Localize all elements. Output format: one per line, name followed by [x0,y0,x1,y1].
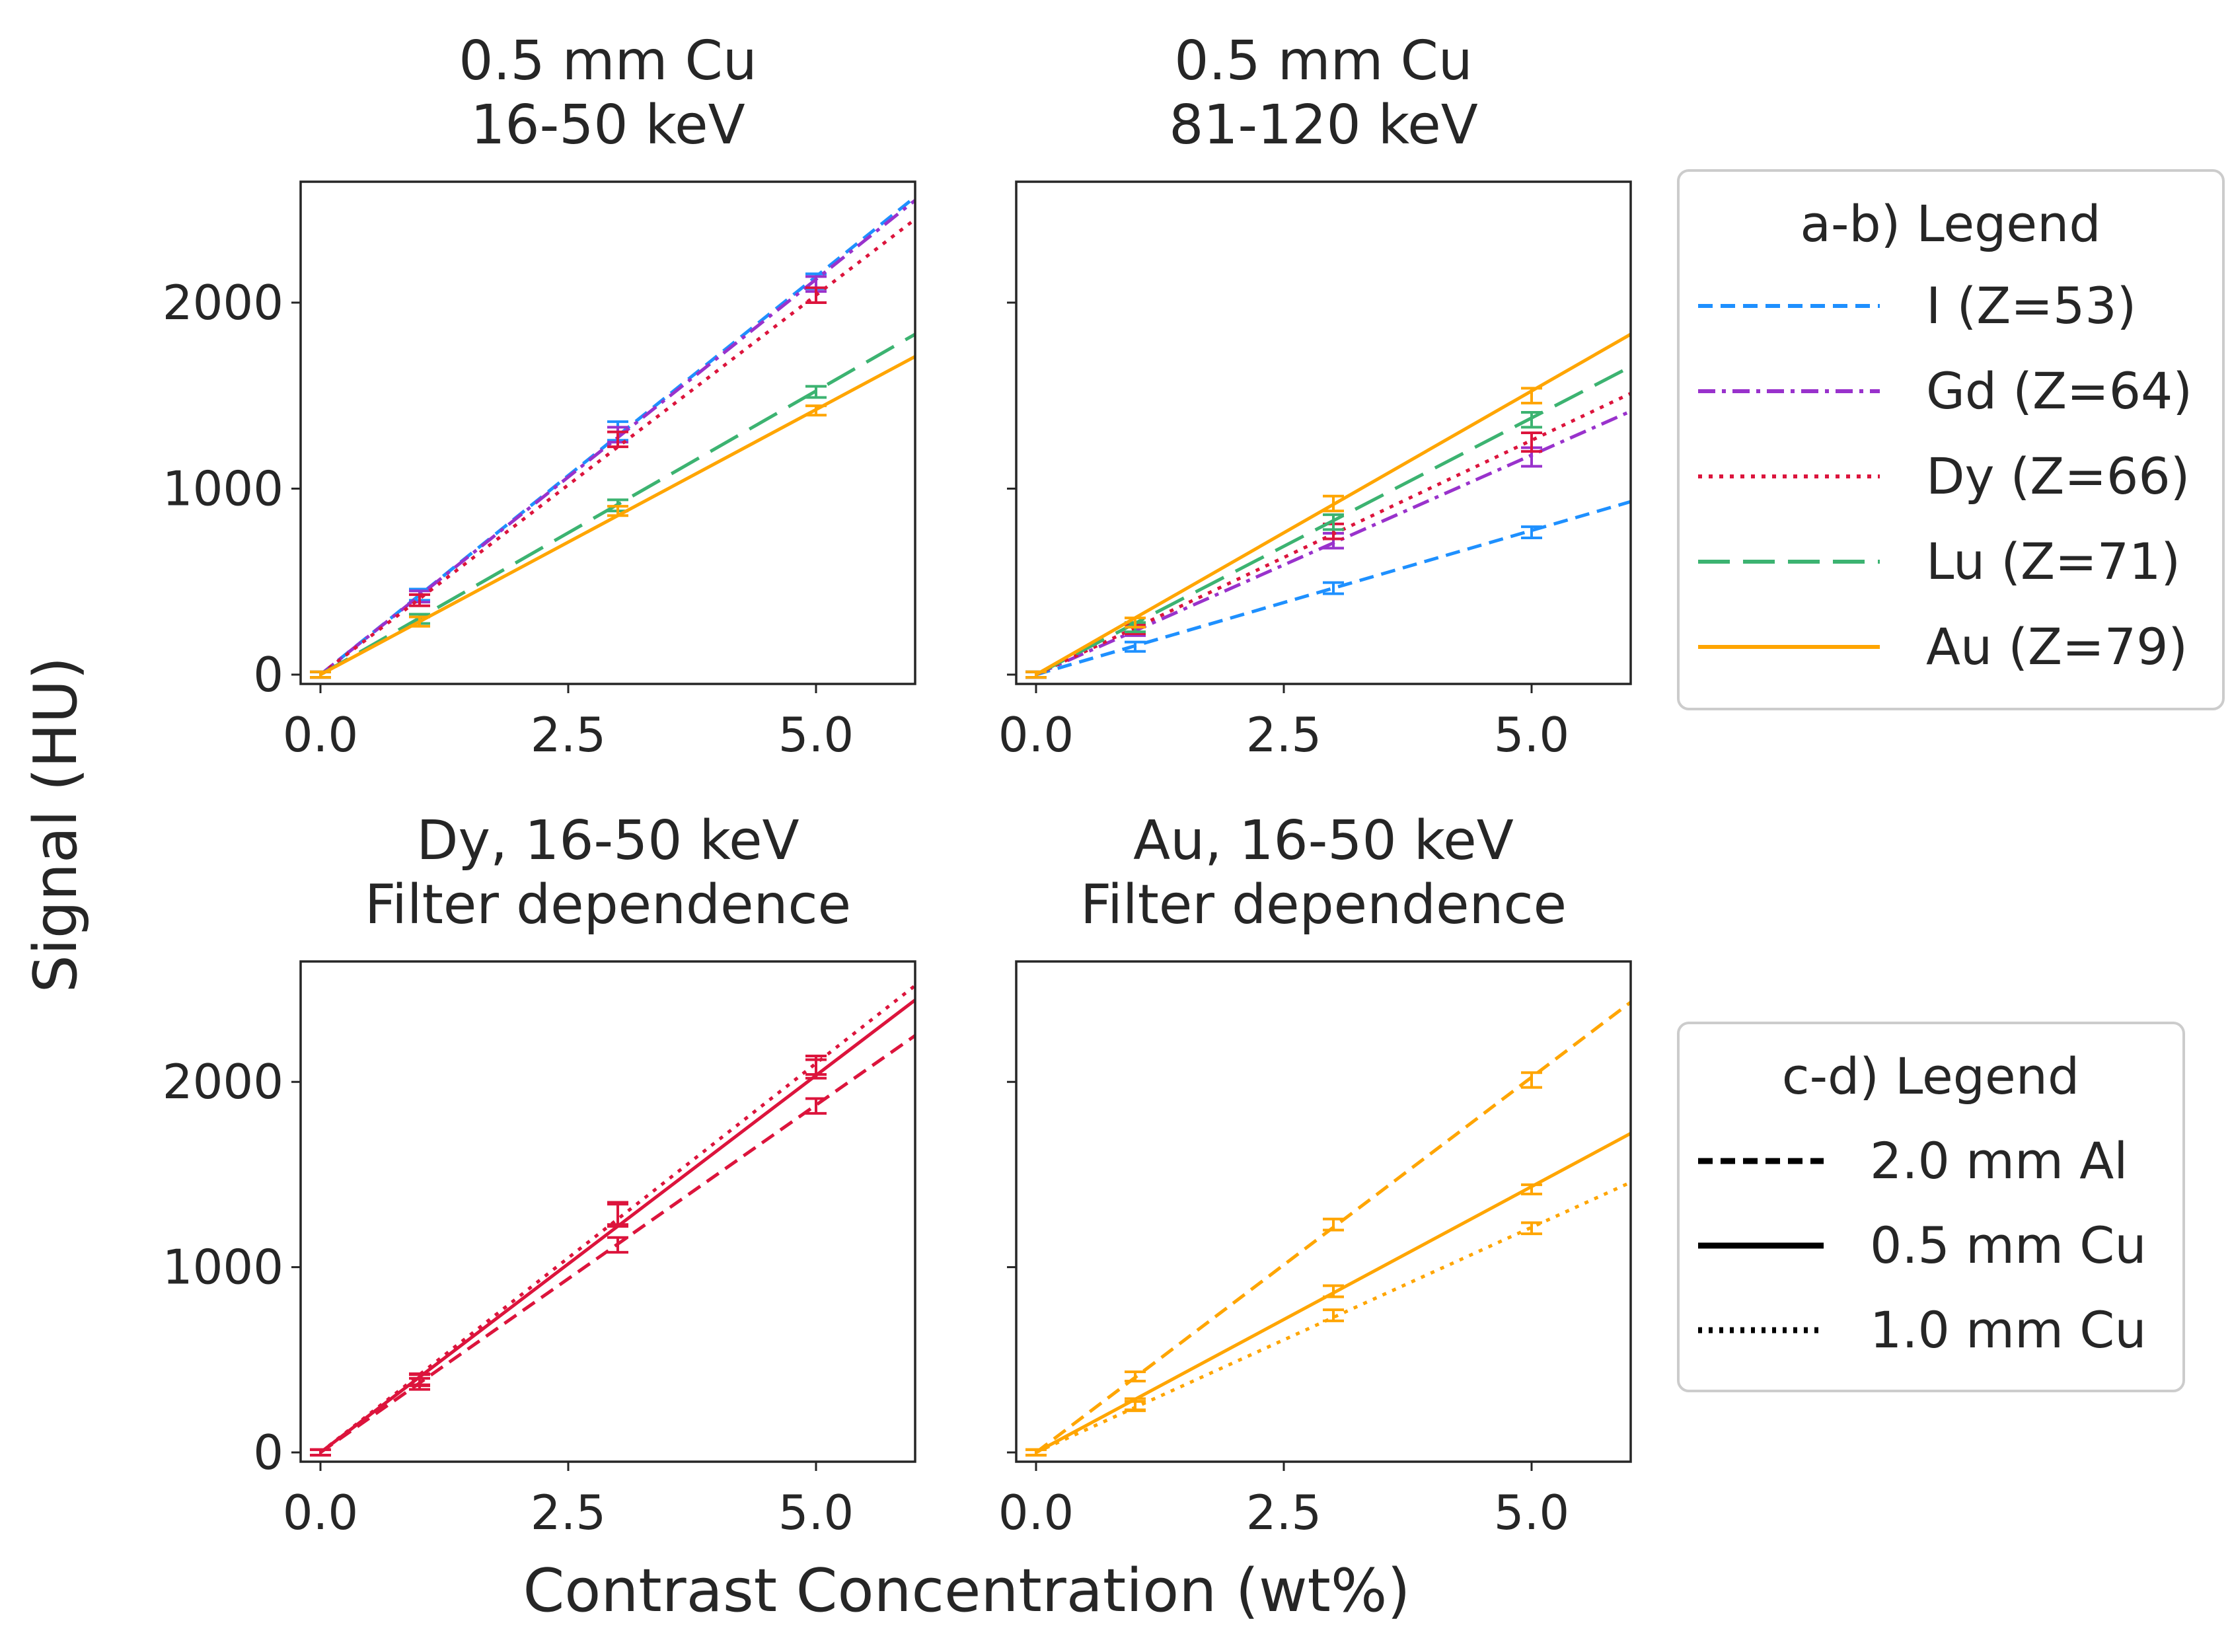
legend-label: Gd (Z=64) [1926,361,2192,420]
panel-data [310,984,915,1457]
y-axis-label: Signal (HU) [21,657,91,993]
x-tick-label: 2.5 [1246,1485,1322,1540]
x-tick-label: 0.0 [998,1485,1074,1540]
x-tick-label: 2.5 [531,1485,607,1540]
panel-data [310,196,915,679]
axes-frame [1015,960,1632,1463]
x-tick-label: 5.0 [1494,1485,1570,1540]
x-tick-label: 0.0 [283,707,359,763]
legend-cd-title: c-d) Legend [1782,1047,2079,1106]
panel-title-line: Filter dependence [365,874,851,936]
legend-label: Au (Z=79) [1926,617,2188,676]
y-tick-label: 0 [253,1425,283,1480]
panel-title-line: Dy, 16-50 keV [416,809,799,872]
x-tick-label: 5.0 [1494,707,1570,763]
series-1-0-mm-cu [1025,1180,1631,1457]
panel-data [1025,332,1631,679]
legend-ab: a-b) Legend I (Z=53) Gd (Z=64) Dy (Z=66) Lu… [1677,169,2225,710]
y-tick-label: 2000 [163,275,283,330]
x-tick-label: 2.5 [1246,707,1322,763]
axes-frame [299,960,916,1463]
legend-label: 0.5 mm Cu [1870,1216,2146,1275]
legend-ab-title: a-b) Legend [1800,194,2100,253]
legend-label: Lu (Z=71) [1926,532,2180,591]
series-1-0-mm-cu [310,984,915,1457]
panel-title-line: Au, 16-50 keV [1133,809,1514,872]
legend-label: I (Z=53) [1926,276,2136,335]
y-tick-label: 2000 [163,1054,283,1109]
panel-title-line: 81-120 keV [1169,94,1478,157]
panel-title-line: 16-50 keV [470,94,745,157]
panel-data [1025,1000,1631,1457]
panel-title-line: 0.5 mm Cu [1174,30,1473,93]
x-tick-label: 2.5 [531,707,607,763]
panel-title-line: 0.5 mm Cu [459,30,757,93]
x-tick-label: 0.0 [998,707,1074,763]
panel-title-line: Filter dependence [1080,874,1567,936]
y-tick-label: 1000 [163,1240,283,1295]
legend-cd: c-d) Legend 2.0 mm Al 0.5 mm Cu 1.0 mm Cu [1677,1022,2185,1392]
axes-frame [1015,180,1632,685]
y-tick-label: 0 [253,647,283,702]
legend-cd-entries: 2.0 mm Al 0.5 mm Cu 1.0 mm Cu [1698,1131,2146,1359]
x-tick-label: 0.0 [283,1485,359,1540]
x-tick-label: 5.0 [778,1485,854,1540]
series-au-z-79- [1025,332,1631,679]
axes-frame [299,180,916,685]
legend-label: Dy (Z=66) [1926,447,2190,506]
series-au-z-79- [310,355,915,679]
x-tick-label: 5.0 [778,707,854,763]
x-axis-label: Contrast Concentration (wt%) [523,1556,1410,1626]
legend-label: 2.0 mm Al [1870,1131,2128,1190]
legend-cd-frame [1677,1022,2185,1392]
legend-label: 1.0 mm Cu [1870,1300,2146,1359]
y-tick-label: 1000 [163,461,283,516]
legend-ab-entries: I (Z=53) Gd (Z=64) Dy (Z=66) Lu (Z=71) Au (Z… [1698,276,2192,676]
